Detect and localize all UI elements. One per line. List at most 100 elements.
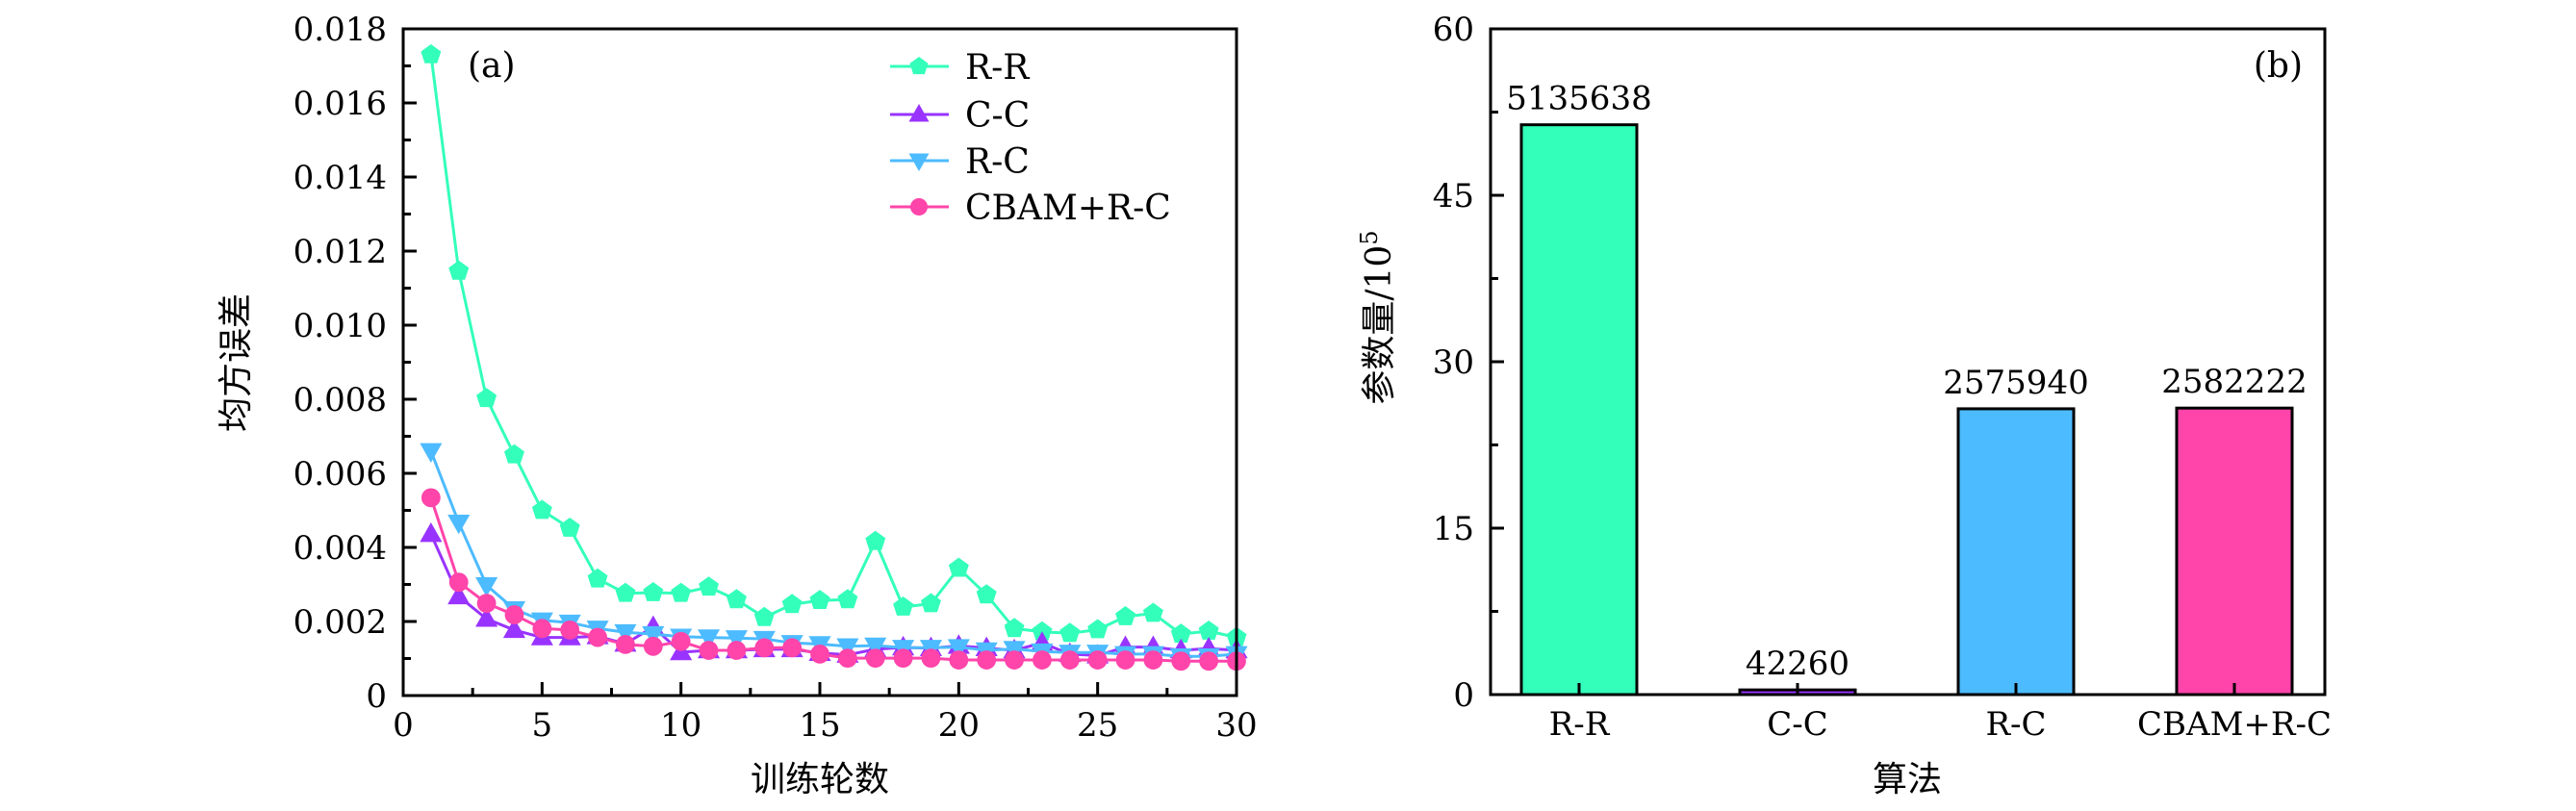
y-tick-label: 0.016 [293, 85, 387, 123]
data-point [559, 518, 580, 537]
y-axis-title-exponent: 5 [1356, 230, 1383, 244]
x-tick-label: R-C [1985, 705, 2046, 744]
legend-item: R-C [890, 142, 1030, 182]
data-point [781, 594, 803, 614]
data-point [447, 584, 471, 605]
data-point [475, 607, 498, 627]
bar-cbam-r-c [2175, 406, 2294, 697]
data-point [810, 644, 829, 664]
x-axis-title: 训练轮数 [751, 760, 889, 799]
x-tick-label: R-R [1549, 705, 1611, 744]
data-point [921, 593, 941, 613]
data-point [976, 584, 997, 604]
data-point [421, 488, 441, 508]
data-point [977, 650, 997, 670]
data-point [421, 43, 442, 63]
x-tick-label: 15 [799, 706, 840, 745]
data-point [1143, 650, 1163, 670]
y-tick-label: 0.008 [293, 381, 387, 419]
x-tick-label: 30 [1215, 706, 1257, 745]
data-point [1059, 650, 1080, 670]
data-point [475, 577, 498, 597]
data-point [1004, 618, 1025, 638]
series-line [429, 533, 1237, 657]
data-point [725, 630, 748, 650]
bar-value-label: 2575940 [1943, 364, 2088, 402]
series-line [429, 54, 1237, 640]
series-r-r [421, 43, 1247, 646]
data-point [643, 636, 663, 656]
y-tick-label: 0.006 [293, 455, 387, 494]
data-point [616, 634, 635, 654]
y-tick-label: 0.010 [293, 307, 387, 345]
data-point [532, 619, 552, 639]
data-point [1087, 619, 1109, 639]
line-series-group [420, 43, 1248, 672]
data-point [699, 641, 719, 660]
y-tick-label: 0.012 [293, 233, 387, 271]
data-point [1115, 650, 1135, 670]
x-tick-label: 5 [532, 706, 553, 745]
data-point [893, 648, 913, 669]
axis-ticks: 0 5 10 15 20 25 30 0 0.002 0.004 0.006 0.008 0.010 0.… [293, 11, 1258, 745]
data-point [921, 648, 941, 669]
data-point [809, 590, 830, 609]
legend-marker [909, 57, 929, 75]
data-point [836, 638, 859, 658]
data-point [699, 576, 719, 596]
data-point [1199, 651, 1219, 672]
data-point [893, 596, 914, 616]
data-point [1033, 650, 1052, 670]
x-tick-label: C-C [1767, 705, 1828, 744]
x-tick-label: 10 [660, 706, 701, 745]
data-point [837, 589, 858, 609]
data-point [727, 641, 747, 660]
legend: R-R C-C R-C CBAM+R-C [890, 48, 1171, 228]
y-tick-label: 0 [366, 677, 387, 716]
series-c-c [420, 522, 1248, 664]
data-point [864, 637, 887, 658]
data-point [1142, 602, 1163, 622]
data-point [949, 650, 969, 670]
line-chart-panel-a: 0 5 10 15 20 25 30 0 0.002 0.004 0.006 0.008 0.010 0.… [217, 11, 1258, 799]
y-tick-label: 0.018 [293, 11, 387, 49]
axis-ticks: R-R C-C R-C CBAM+R-C 0 15 30 45 60 [1433, 11, 2332, 744]
data-point [947, 639, 970, 659]
data-point [560, 620, 580, 640]
data-point [1198, 621, 1219, 640]
data-point [1087, 650, 1108, 670]
x-tick-label: 25 [1077, 706, 1118, 745]
legend-label: R-R [965, 48, 1030, 88]
data-point [754, 638, 775, 658]
panel-label-b: (b) [2254, 46, 2303, 86]
data-point [587, 568, 608, 588]
y-axis-title: 参数量/105 [1356, 230, 1399, 404]
legend-label: C-C [965, 96, 1030, 136]
data-point [1171, 651, 1191, 672]
legend-marker [908, 104, 930, 122]
y-tick-label: 0 [1453, 676, 1474, 715]
y-axis-title: 均方误差 [217, 293, 256, 432]
legend-label: R-C [965, 142, 1030, 182]
data-point [476, 388, 497, 408]
panel-label-a: (a) [468, 46, 516, 86]
data-point [420, 443, 443, 463]
legend-marker [908, 153, 930, 171]
data-point [420, 522, 443, 543]
data-point [753, 606, 775, 626]
data-point [504, 444, 524, 464]
data-point [671, 631, 691, 651]
data-point [643, 582, 664, 601]
data-point [615, 582, 636, 602]
data-point [865, 648, 885, 669]
data-point [614, 623, 637, 645]
data-point [865, 530, 886, 550]
data-point [671, 582, 692, 602]
data-point [697, 629, 721, 649]
data-point [476, 594, 497, 614]
bar-chart-panel-b: 5135638 42260 2575940 2582222 R-R C-C R-C CBAM… [1356, 11, 2332, 799]
x-tick-label: CBAM+R-C [2137, 705, 2332, 744]
bar-r-r [1519, 123, 1639, 697]
y-tick-label: 60 [1433, 11, 1474, 49]
